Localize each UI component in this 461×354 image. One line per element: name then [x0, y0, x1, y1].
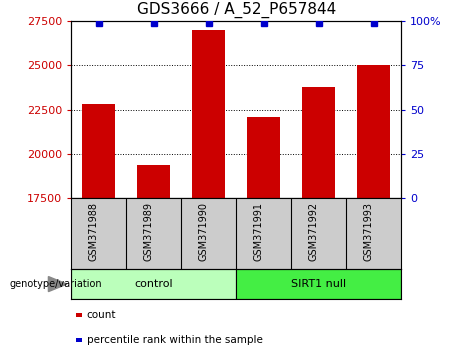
- Bar: [247, 117, 280, 198]
- Bar: [236, 269, 401, 299]
- Bar: [302, 87, 335, 198]
- Text: GSM371992: GSM371992: [309, 202, 319, 261]
- Bar: [83, 104, 115, 198]
- Bar: [137, 165, 171, 198]
- Text: SIRT1 null: SIRT1 null: [291, 279, 346, 289]
- Text: control: control: [135, 279, 173, 289]
- Text: genotype/variation: genotype/variation: [9, 279, 102, 289]
- Text: GSM371993: GSM371993: [364, 202, 373, 261]
- Bar: [192, 30, 225, 198]
- Text: GSM371990: GSM371990: [199, 202, 209, 261]
- Text: GSM371988: GSM371988: [89, 202, 99, 261]
- Polygon shape: [48, 276, 67, 292]
- Text: percentile rank within the sample: percentile rank within the sample: [87, 335, 263, 345]
- Text: GSM371989: GSM371989: [144, 202, 154, 261]
- Bar: [71, 269, 236, 299]
- Text: GSM371991: GSM371991: [254, 202, 264, 261]
- Title: GDS3666 / A_52_P657844: GDS3666 / A_52_P657844: [136, 2, 336, 18]
- Text: count: count: [87, 310, 116, 320]
- Bar: [357, 65, 390, 198]
